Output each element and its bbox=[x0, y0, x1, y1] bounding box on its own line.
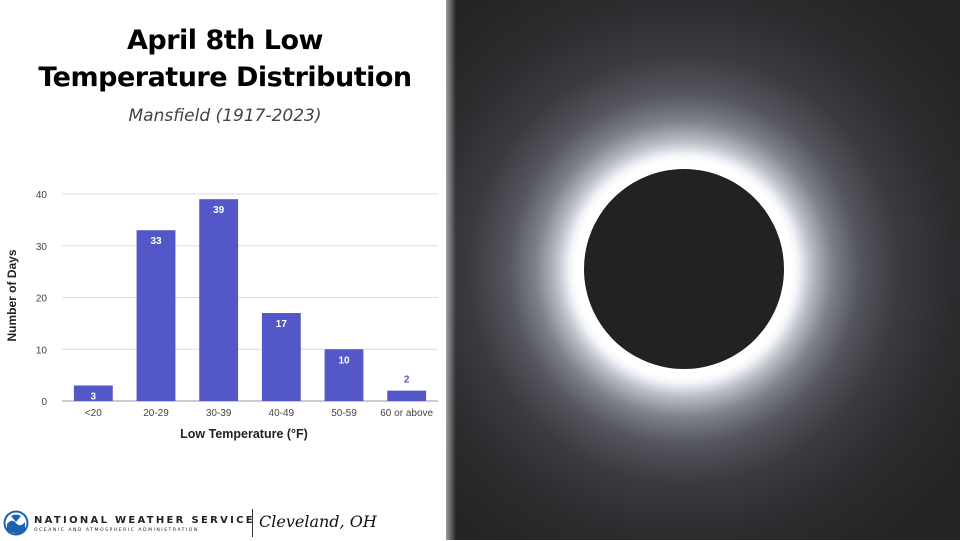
noaa-logo-icon bbox=[3, 510, 29, 536]
agency-subtitle: OCEANIC AND ATMOSPHERIC ADMINISTRATION bbox=[34, 528, 199, 533]
chart-title-line2: Temperature Distribution bbox=[38, 62, 412, 93]
y-tick-label: 30 bbox=[36, 242, 48, 253]
x-tick-label: <20 bbox=[85, 408, 102, 419]
photo-edge bbox=[446, 0, 456, 540]
footer-divider bbox=[252, 509, 253, 537]
footer: NATIONAL WEATHER SERVICE OCEANIC AND ATM… bbox=[0, 505, 446, 541]
x-axis-label: Low Temperature (°F) bbox=[180, 427, 308, 441]
y-tick-label: 10 bbox=[36, 345, 48, 356]
x-tick-label: 20-29 bbox=[143, 408, 169, 419]
chart-subtitle: Mansfield (1917-2023) bbox=[128, 106, 322, 126]
data-label: 39 bbox=[213, 205, 225, 216]
office-name: Cleveland, OH bbox=[259, 512, 377, 531]
chart-panel: April 8th Low Temperature Distribution M… bbox=[0, 0, 446, 540]
x-tick-label: 30-39 bbox=[206, 408, 232, 419]
bar-chart: 0 10 20 30 40 3 <20 33 20-29 39 30-39 17 40-49 10 50-5… bbox=[5, 190, 438, 441]
bar bbox=[73, 385, 113, 401]
y-axis-label: Number of Days bbox=[5, 249, 19, 341]
data-label: 17 bbox=[276, 319, 288, 330]
moon-disk bbox=[584, 169, 784, 369]
bar bbox=[136, 230, 176, 401]
y-tick-label: 20 bbox=[36, 294, 48, 305]
y-tick-label: 40 bbox=[36, 190, 48, 201]
agency-name: NATIONAL WEATHER SERVICE bbox=[34, 515, 255, 526]
data-label: 3 bbox=[91, 391, 97, 402]
chart-title-line1: April 8th Low bbox=[127, 25, 323, 56]
x-tick-label: 60 or above bbox=[380, 408, 433, 419]
bar bbox=[199, 199, 239, 401]
bar bbox=[387, 390, 427, 401]
y-tick-label: 0 bbox=[41, 397, 47, 408]
data-label: 2 bbox=[404, 375, 410, 386]
bar bbox=[324, 349, 364, 401]
data-label: 33 bbox=[150, 236, 162, 247]
bar bbox=[261, 313, 301, 401]
x-tick-label: 40-49 bbox=[269, 408, 295, 419]
data-label: 10 bbox=[338, 355, 350, 366]
eclipse-photo bbox=[446, 0, 960, 540]
x-tick-label: 50-59 bbox=[331, 408, 357, 419]
